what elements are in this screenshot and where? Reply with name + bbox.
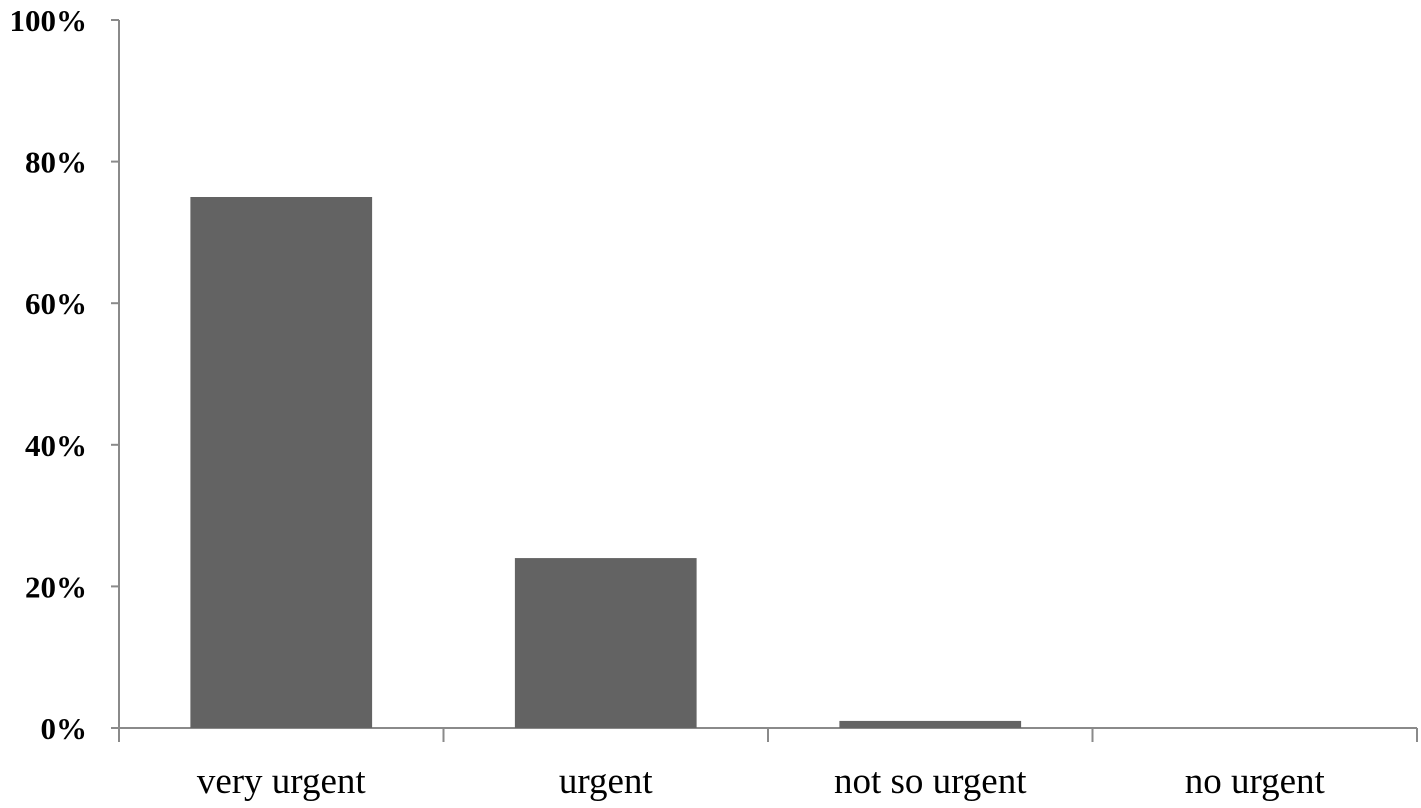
y-tick-label: 20% [25, 569, 87, 604]
y-tick-label: 0% [41, 711, 88, 746]
x-category-label: not so urgent [834, 761, 1027, 802]
x-axis [118, 727, 1418, 742]
y-axis: 0% 20% 40% 60% 80% 100% [10, 3, 120, 746]
bar [514, 558, 697, 728]
category-labels: very urgent urgent not so urgent no urgent [197, 761, 1326, 802]
y-tick-label: 40% [25, 428, 87, 463]
bar [839, 720, 1022, 728]
y-tick-label: 100% [10, 3, 88, 38]
bar [190, 197, 373, 728]
y-tick-label: 60% [25, 286, 87, 321]
x-category-label: urgent [559, 761, 654, 802]
y-tick-label: 80% [25, 145, 87, 180]
x-category-label: very urgent [197, 761, 367, 802]
bars [190, 197, 1022, 728]
x-category-label: no urgent [1185, 761, 1326, 802]
